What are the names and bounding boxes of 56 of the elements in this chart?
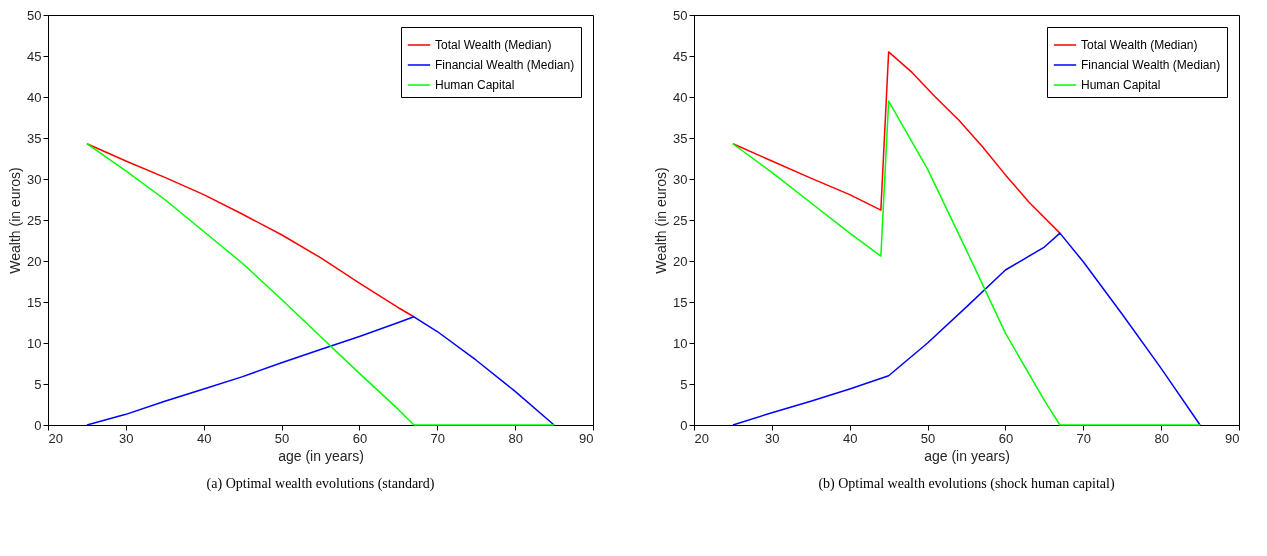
y-tick-label: 0 [34, 417, 42, 433]
x-tick-label: 50 [920, 430, 936, 446]
x-tick-label: 40 [196, 430, 212, 446]
x-tick-label: 30 [765, 430, 780, 446]
y-tick-label: 0 [680, 417, 688, 433]
legend-label: Financial Wealth (Median) [435, 58, 575, 72]
line-series [86, 142, 415, 318]
y-tick-label: 10 [27, 335, 42, 351]
y-tick-label: 5 [680, 376, 688, 392]
line-series [86, 316, 555, 426]
x-tick-label: 60 [998, 430, 1014, 446]
x-tick-label: 80 [508, 430, 523, 446]
x-tick-label: 20 [48, 430, 63, 446]
x-tick-label: 70 [1076, 430, 1092, 446]
y-tick-label: 25 [673, 212, 688, 228]
legend-label: Human Capital [1081, 78, 1161, 92]
x-tick-label: 80 [1154, 430, 1169, 446]
y-tick-label: 35 [673, 130, 688, 146]
x-tick-label: 90 [1225, 430, 1240, 446]
x-axis-title: age (in years) [924, 447, 1010, 464]
line-series [732, 100, 1201, 426]
y-tick-label: 30 [673, 171, 688, 187]
y-tick-label: 25 [27, 212, 42, 228]
y-tick-label: 15 [673, 294, 688, 310]
x-tick-label: 90 [579, 430, 594, 446]
text: (b) Optimal wealth evolutions (shock human capital) [818, 476, 1115, 492]
y-tick-label: 50 [27, 7, 42, 23]
y-tick-label: 20 [27, 253, 42, 269]
x-tick-label: 40 [842, 430, 858, 446]
x-axis-title: age (in years) [278, 447, 364, 464]
y-tick-label: 35 [27, 130, 42, 146]
legend-label: Total Wealth (Median) [1081, 38, 1198, 52]
x-tick-label: 20 [694, 430, 709, 446]
y-axis-title: Wealth (in euros) [653, 167, 670, 274]
legend-label: Financial Wealth (Median) [1081, 58, 1221, 72]
x-tick-label: 70 [430, 430, 446, 446]
x-tick-label: 60 [352, 430, 368, 446]
line-series [732, 51, 1061, 234]
y-tick-label: 30 [27, 171, 42, 187]
y-tick-label: 40 [673, 89, 688, 105]
y-tick-label: 10 [673, 335, 688, 351]
y-tick-label: 15 [27, 294, 42, 310]
text: (a) Optimal wealth evolutions (standard) [206, 476, 435, 492]
y-tick-label: 45 [27, 48, 42, 64]
y-axis-title: Wealth (in euros) [7, 167, 24, 274]
y-tick-label: 5 [34, 376, 42, 392]
line-series [732, 232, 1201, 426]
y-tick-label: 45 [673, 48, 688, 64]
legend-label: Human Capital [435, 78, 515, 92]
y-tick-label: 50 [673, 7, 688, 23]
line-series [86, 142, 555, 426]
x-tick-label: 50 [274, 430, 290, 446]
x-tick-label: 30 [119, 430, 134, 446]
y-tick-label: 40 [27, 89, 42, 105]
legend-label: Total Wealth (Median) [435, 38, 552, 52]
y-tick-label: 20 [673, 253, 688, 269]
